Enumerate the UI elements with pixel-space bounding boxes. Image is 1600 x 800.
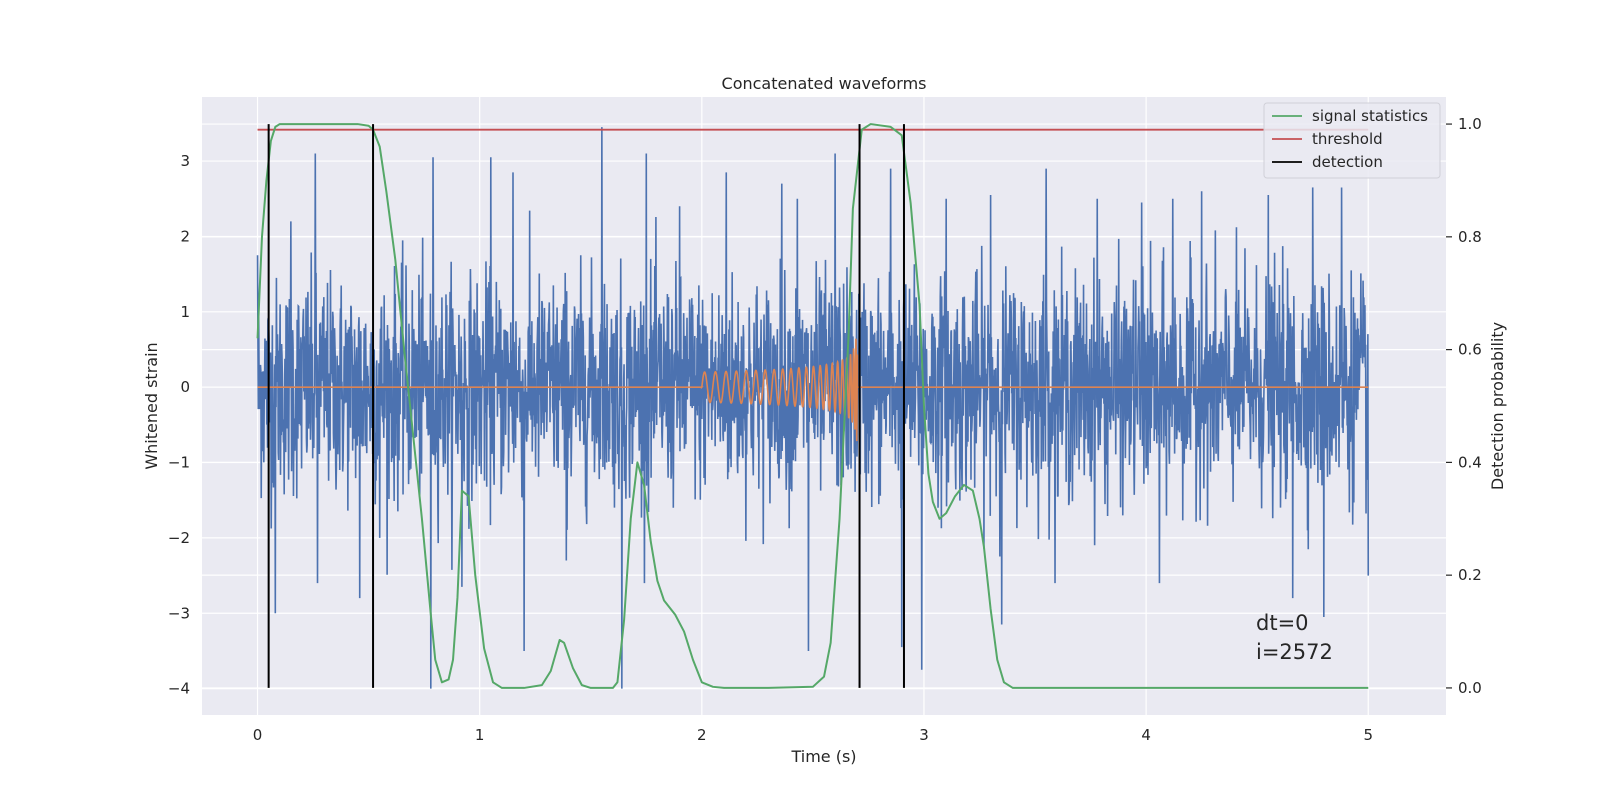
annotation-index: i=2572 (1256, 640, 1333, 664)
legend-box (1263, 102, 1441, 179)
x-tick-label: 5 (1363, 726, 1373, 744)
signal-statistics-series-line (256, 123, 1369, 689)
legend-label-detection: detection (1312, 153, 1383, 171)
y-axis-label: Whitened strain (142, 342, 161, 469)
y-tick-label: 0 (180, 378, 190, 396)
y-tick-label: 3 (180, 152, 190, 170)
y-tick-label: −1 (168, 454, 190, 472)
y2-tick-label: 0.6 (1458, 341, 1482, 359)
legend-label-threshold: threshold (1312, 130, 1383, 148)
template-series-line (257, 338, 1369, 442)
x-tick-label: 2 (697, 726, 707, 744)
y-tick-label: −2 (168, 529, 190, 547)
y2-tick-label: 0.2 (1458, 566, 1482, 584)
legend: signal statistics threshold detection (1263, 102, 1441, 179)
y2-tick-label: 0.0 (1458, 679, 1482, 697)
x-tick-label: 0 (253, 726, 263, 744)
annotation-dt: dt=0 (1256, 611, 1309, 635)
series-layer (256, 123, 1370, 689)
chart-title: Concatenated waveforms (722, 74, 927, 93)
y2-tick-label: 0.4 (1458, 453, 1482, 471)
x-tick-label: 1 (475, 726, 485, 744)
y2-tick-label: 0.8 (1458, 228, 1482, 246)
y2-tick-label: 1.0 (1458, 115, 1482, 133)
y-tick-label: 2 (180, 227, 190, 245)
x-axis-label: Time (s) (790, 747, 856, 766)
noise-series-line (256, 127, 1370, 689)
y-tick-label: −3 (168, 604, 190, 622)
y2-axis-label: Detection probability (1488, 322, 1507, 490)
x-tick-label: 3 (919, 726, 929, 744)
y-tick-label: 1 (180, 303, 190, 321)
x-tick-label: 4 (1141, 726, 1151, 744)
y-tick-label: −4 (168, 680, 190, 698)
legend-label-signal-statistics: signal statistics (1312, 107, 1428, 125)
axis-ticks: 0 1 2 3 4 5 −4 −3 −2 −1 0 1 2 3 0.0 0.2 0.4 0.6 0.8 1.0 (168, 115, 1482, 744)
